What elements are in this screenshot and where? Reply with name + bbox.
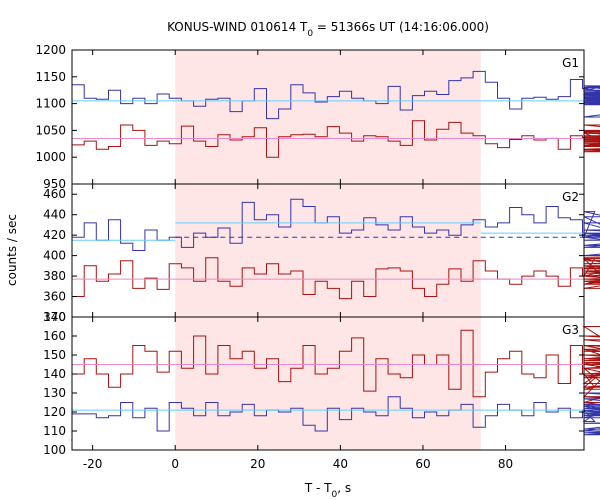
y-tick-label: 400 — [43, 249, 66, 263]
y-tick-label: 1050 — [35, 123, 66, 137]
x-tick-label: 80 — [498, 457, 513, 471]
panel-label: G3 — [562, 323, 579, 337]
y-tick-label: 420 — [43, 228, 66, 242]
series-red-histogram — [72, 120, 600, 158]
series-blue-histogram — [72, 198, 600, 257]
panel-g1: 950 1000 1050 1100 1150 1200 G1 — [35, 43, 600, 191]
x-tick-label: -20 — [83, 457, 103, 471]
x-tick-label: 60 — [415, 457, 430, 471]
y-tick-label: 1200 — [35, 43, 66, 57]
y-tick-label: 340 — [43, 310, 66, 324]
x-tick-label: 20 — [250, 457, 265, 471]
y-tick-label: 1000 — [35, 150, 66, 164]
panel-g2: 340 360 380 400 420 440 460 G2 — [43, 183, 600, 324]
y-tick-label: 110 — [43, 424, 66, 438]
series-blue-histogram — [72, 70, 600, 120]
y-tick-label: 130 — [43, 386, 66, 400]
panel-frame — [71, 316, 585, 451]
x-tick-label: 0 — [171, 457, 179, 471]
y-tick-label: 380 — [43, 269, 66, 283]
y-tick-label: 1100 — [35, 97, 66, 111]
y-tick-label: 440 — [43, 208, 66, 222]
y-tick-label: 160 — [43, 329, 66, 343]
y-tick-label: 100 — [43, 443, 66, 457]
x-tick-label: 40 — [333, 457, 348, 471]
y-tick-label: 150 — [43, 348, 66, 362]
shaded-interval — [175, 317, 481, 450]
y-tick-label: 1150 — [35, 70, 66, 84]
x-axis-label: T - T0, s — [304, 481, 351, 500]
shaded-interval — [175, 184, 481, 317]
panel-label: G2 — [562, 190, 579, 204]
y-tick-label: 140 — [43, 367, 66, 381]
panels-group: 950 1000 1050 1100 1150 1200 G1 340 360 380 400 420… — [35, 43, 600, 457]
y-axis-label: counts / sec — [5, 214, 19, 286]
y-tick-label: 460 — [43, 187, 66, 201]
y-tick-label: 360 — [43, 290, 66, 304]
y-tick-label: 120 — [43, 405, 66, 419]
chart-title: KONUS-WIND 010614 T0 = 51366s UT (14:16:… — [167, 20, 489, 39]
y-tick-label: 170 — [43, 310, 66, 324]
panel-g3: 100 110 120 130 140 150 160 170 G3 — [43, 310, 600, 457]
series-red-histogram — [72, 326, 600, 403]
y-tick-label: 950 — [43, 177, 66, 191]
x-axis: -20 0 20 40 60 80 — [83, 457, 513, 471]
shaded-interval — [175, 50, 481, 184]
panel-label: G1 — [562, 56, 579, 70]
series-red-histogram — [72, 255, 600, 300]
